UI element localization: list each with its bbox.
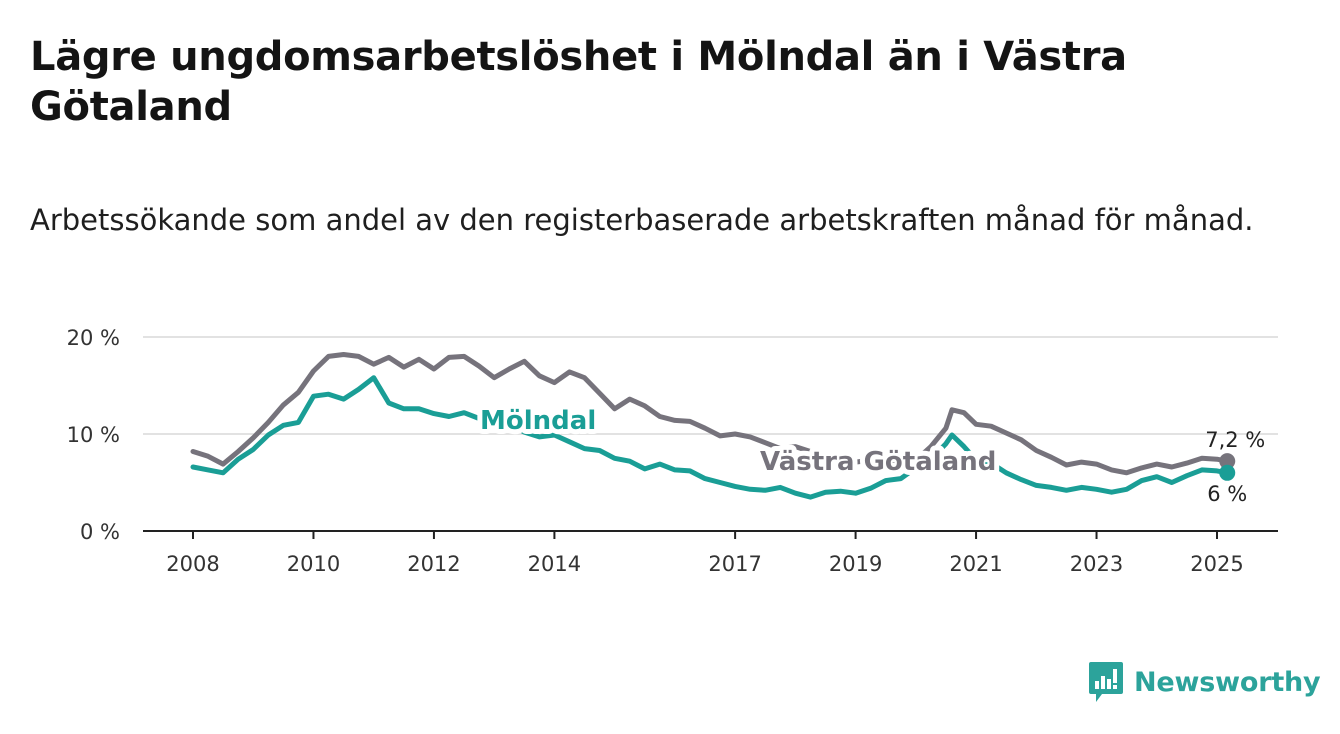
series-label-vastra-gotaland: Västra Götaland: [760, 447, 996, 477]
grid-lines: [143, 336, 1278, 435]
x-tick-label: 2017: [708, 552, 761, 576]
x-tick-label: 2025: [1190, 552, 1243, 576]
y-tick-label: 20 %: [67, 326, 120, 350]
series-line-molndal: [190, 375, 1230, 500]
x-tick-label: 2019: [829, 552, 882, 576]
series-end-point: [1219, 453, 1236, 470]
x-tick-label: 2012: [407, 552, 460, 576]
brand[interactable]: Newsworthy: [1088, 660, 1321, 704]
x-tick-label: 2021: [949, 552, 1002, 576]
y-tick-label: 0 %: [80, 520, 120, 544]
x-tick-label: 2014: [528, 552, 581, 576]
x-axis: [143, 530, 1278, 539]
chart-subtitle: Arbetssökande som andel av den registerb…: [30, 203, 1254, 237]
x-tick-label: 2010: [287, 552, 340, 576]
x-tick-label: 2023: [1070, 552, 1123, 576]
series-lines: [190, 352, 1236, 500]
brand-name: Newsworthy: [1134, 666, 1321, 698]
series-label-molndal: Mölndal: [480, 406, 596, 436]
series-labels: Mölndal Västra Götaland 7,2 % 6 %: [475, 401, 1265, 506]
x-tick-label: 2008: [166, 552, 219, 576]
end-value-vastra-gotaland: 7,2 %: [1205, 428, 1265, 452]
x-axis-tick-labels: 2008 2010 2012 2014 2017 2019 2021 2023 2025: [166, 552, 1243, 576]
y-axis-tick-labels: 0 % 10 % 20 %: [67, 326, 120, 544]
chart-title: Lägre ungdomsarbetslöshet i Mölndal än i…: [30, 34, 1127, 130]
y-tick-label: 10 %: [67, 423, 120, 447]
series-line-vastra-gotaland: [190, 352, 1230, 476]
newsworthy-logo-icon: [1089, 662, 1123, 702]
end-value-molndal: 6 %: [1207, 482, 1247, 506]
series-end-point: [1219, 464, 1236, 481]
